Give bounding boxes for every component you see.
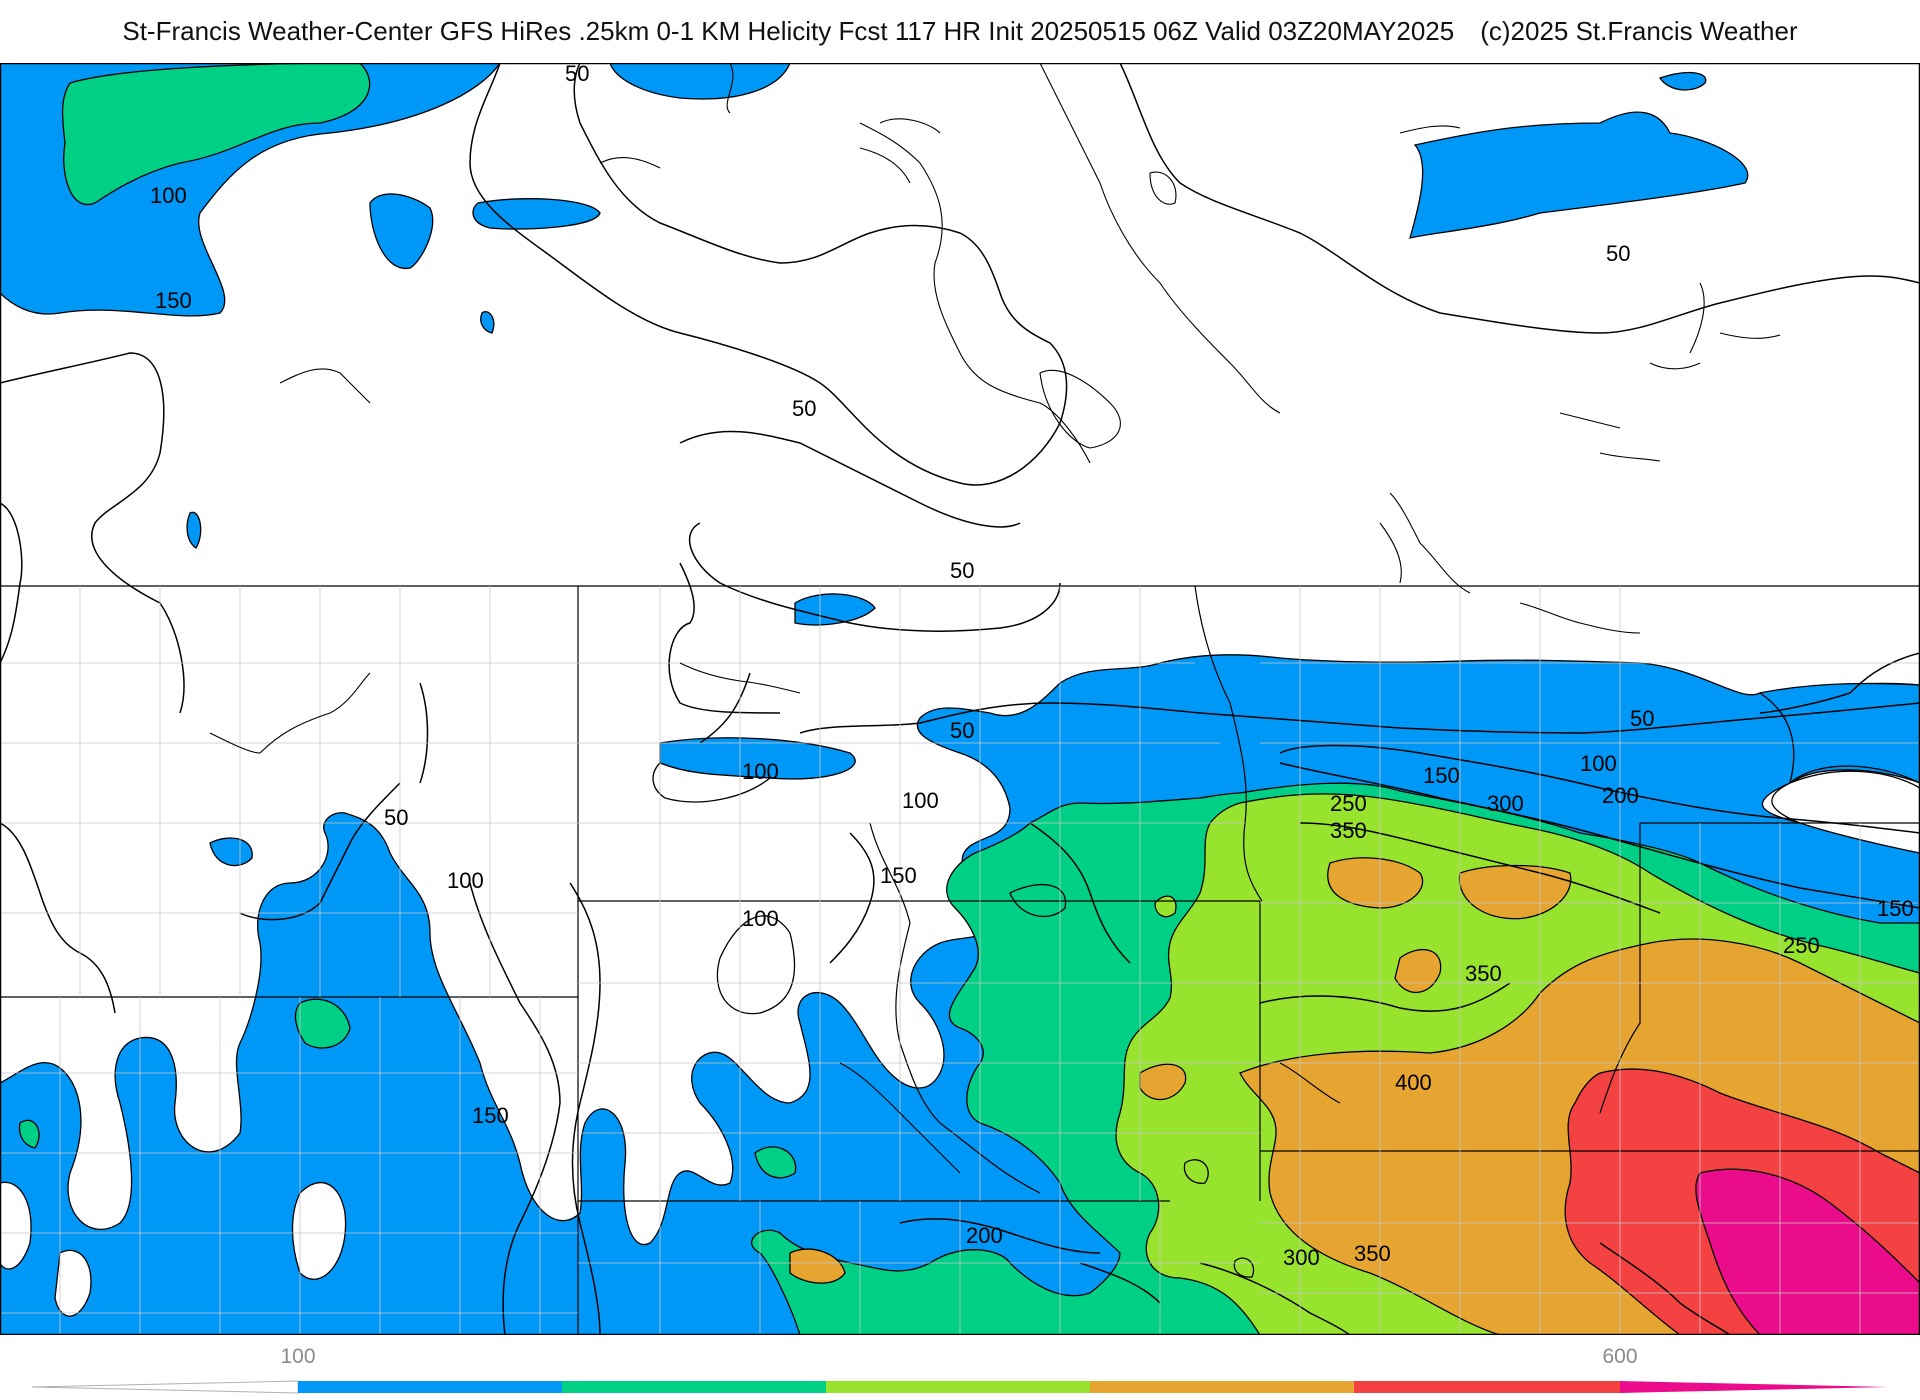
- contour-label-50-e: 50: [950, 718, 974, 743]
- contour-label-50-a: 50: [565, 63, 589, 86]
- contour-label-250-a: 250: [1330, 791, 1367, 816]
- colorbar-seg-blue: [298, 1381, 562, 1393]
- contour-label-200-a: 200: [1602, 783, 1639, 808]
- contour-label-50-d: 50: [950, 558, 974, 583]
- contour-label-400-a: 400: [1395, 1070, 1432, 1095]
- colorbar-seg-green: [562, 1381, 826, 1393]
- colorbar-tick-100: 100: [280, 1345, 316, 1368]
- contour-label-350-c: 350: [1354, 1241, 1391, 1266]
- contour-label-group: 50 100 150 50 50 50 50 50 50 100 100 100…: [150, 63, 1914, 1270]
- contour-label-200-b: 200: [966, 1223, 1003, 1248]
- contour-lines: [0, 63, 1920, 1335]
- contour-label-50-c: 50: [792, 396, 816, 421]
- contour-label-100-f: 100: [1580, 751, 1617, 776]
- contour-label-150-c: 150: [1423, 763, 1460, 788]
- contour-label-100-c: 100: [902, 788, 939, 813]
- map-title: St-Francis Weather-Center GFS HiRes .25k…: [0, 0, 1920, 62]
- title-text: St-Francis Weather-Center GFS HiRes .25k…: [122, 15, 1455, 46]
- contour-label-50-g: 50: [1630, 706, 1654, 731]
- contour-label-300-a: 300: [1487, 791, 1524, 816]
- color-bar: 100 600: [0, 1335, 1920, 1400]
- contour-label-350-b: 350: [1465, 961, 1502, 986]
- contour-label-150-b: 150: [880, 863, 917, 888]
- contour-label-150-e: 150: [1877, 896, 1914, 921]
- contour-label-300-b: 300: [1283, 1245, 1320, 1270]
- contour-label-100-d: 100: [447, 868, 484, 893]
- contour-label-250-b: 250: [1783, 933, 1820, 958]
- colorbar-seg-orange: [1090, 1381, 1354, 1393]
- lake-outlines: [209, 63, 1781, 1174]
- copyright-credit: (c)2025 St.Francis Weather: [1480, 15, 1798, 46]
- contour-label-100-e: 100: [742, 906, 779, 931]
- helicity-map: 50 100 150 50 50 50 50 50 50 100 100 100…: [0, 63, 1920, 1335]
- colorbar-graphic: [31, 1380, 1888, 1394]
- colorbar-seg-yellowgreen: [826, 1381, 1090, 1393]
- contour-label-50-f: 50: [384, 805, 408, 830]
- colorbar-low-arrow: [31, 1380, 299, 1394]
- contour-label-50-b: 50: [1606, 241, 1630, 266]
- contour-label-150-d: 150: [472, 1103, 509, 1128]
- contour-label-350-a: 350: [1330, 818, 1367, 843]
- colorbar-high-arrow: [1620, 1381, 1888, 1393]
- contour-label-100-b: 100: [742, 759, 779, 784]
- contour-label-150-a: 150: [155, 288, 192, 313]
- contour-label-100-a: 100: [150, 183, 187, 208]
- colorbar-seg-red: [1354, 1381, 1620, 1393]
- map-canvas: 50 100 150 50 50 50 50 50 50 100 100 100…: [0, 63, 1920, 1335]
- colorbar-tick-600: 600: [1602, 1345, 1638, 1368]
- county-lines: [0, 586, 1920, 1335]
